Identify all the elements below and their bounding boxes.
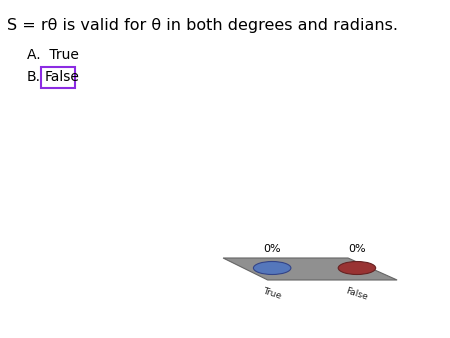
Text: A.  True: A. True — [27, 48, 79, 62]
Text: False: False — [45, 70, 80, 84]
Text: 0%: 0% — [263, 244, 281, 254]
Text: B.: B. — [27, 70, 41, 84]
Text: False: False — [345, 286, 369, 301]
Ellipse shape — [253, 262, 291, 274]
Polygon shape — [223, 258, 397, 280]
Text: True: True — [262, 286, 283, 300]
Ellipse shape — [338, 262, 376, 274]
Text: 0%: 0% — [348, 244, 366, 254]
FancyBboxPatch shape — [41, 67, 76, 88]
Text: S = rθ is valid for θ in both degrees and radians.: S = rθ is valid for θ in both degrees an… — [7, 18, 398, 33]
